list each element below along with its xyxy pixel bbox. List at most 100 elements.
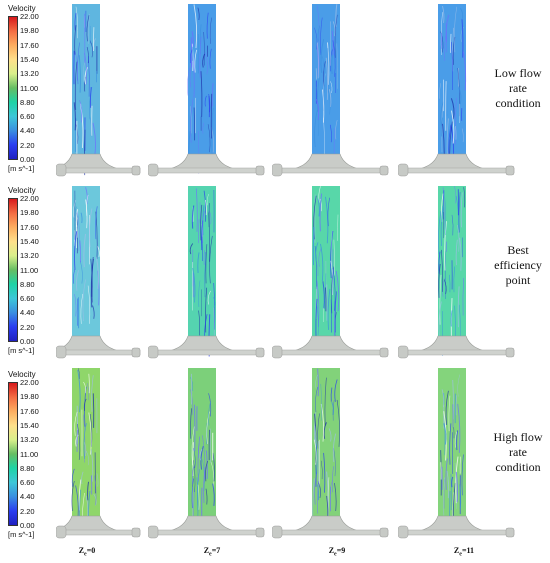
horizontal-pipe <box>57 349 141 356</box>
streamline <box>197 252 200 273</box>
flow-visualization <box>272 4 389 177</box>
colorbar-tick-label: 4.40 <box>20 308 35 318</box>
horizontal-pipe <box>149 349 265 356</box>
streamline <box>205 244 208 284</box>
streamline <box>88 373 90 394</box>
streamline <box>455 126 457 140</box>
streamline <box>320 383 322 421</box>
streamline <box>454 6 457 53</box>
streamline <box>83 423 87 459</box>
streamline <box>78 368 80 379</box>
condition-label-bep: Best efficiency point <box>486 243 550 288</box>
condition-line: efficiency <box>494 258 542 272</box>
streamline <box>455 97 457 145</box>
streamline <box>79 100 83 123</box>
flow-visualization <box>272 186 389 359</box>
streamline <box>327 42 330 85</box>
streamline <box>322 281 325 309</box>
colorbar-gradient <box>8 16 18 160</box>
streamline <box>199 448 203 461</box>
colorbar-tick-label: 13.20 <box>20 251 39 261</box>
streamline <box>332 267 336 311</box>
flow-panel-bep-col1 <box>148 186 266 364</box>
streamline <box>193 448 196 469</box>
streamline <box>207 124 211 153</box>
streamline <box>331 230 333 267</box>
condition-line: condition <box>495 96 541 110</box>
flow-visualization <box>398 186 515 359</box>
streamline <box>456 430 459 451</box>
streamline <box>189 49 193 64</box>
streamline <box>451 214 454 236</box>
condition-line: rate <box>509 81 527 95</box>
streamline <box>95 256 99 289</box>
colorbar-tick-label: 22.00 <box>20 194 39 203</box>
streamline <box>81 471 84 485</box>
streamline <box>455 456 459 504</box>
pipe-end-right <box>131 527 141 538</box>
colorbar-title: Velocity <box>8 186 36 195</box>
colorbar-gradient <box>8 198 18 342</box>
streamline <box>205 450 208 480</box>
colorbar-tick-label: 2.20 <box>20 140 35 150</box>
streamline <box>191 205 195 229</box>
streamline <box>443 477 446 516</box>
streamline <box>200 71 203 117</box>
streamline <box>334 379 338 402</box>
flow-panel-bep-col3 <box>398 186 516 364</box>
streamline <box>323 452 326 493</box>
flow-panel-high-col3 <box>398 368 516 544</box>
streamline <box>313 439 317 465</box>
streamline <box>189 243 194 255</box>
streamline <box>71 468 75 487</box>
streamline <box>197 484 200 510</box>
streamline <box>202 53 206 68</box>
streamline <box>457 374 461 397</box>
flow-visualization <box>148 368 265 539</box>
colorbar-tick-label: 22.00 <box>20 378 39 387</box>
colorbar-tick-label: 8.80 <box>20 463 35 473</box>
streamline <box>211 107 214 156</box>
pipe-end-left <box>56 525 67 539</box>
streamline <box>335 270 340 312</box>
streamline <box>83 233 86 268</box>
streamline <box>334 483 337 512</box>
streamline <box>320 460 323 480</box>
streamline <box>191 426 195 466</box>
streamline <box>197 7 200 21</box>
flow-visualization <box>56 4 141 177</box>
colorbar-tick-label: 6.60 <box>20 112 35 122</box>
colorbar-title: Velocity <box>8 4 36 13</box>
streamline <box>190 377 194 392</box>
streamline <box>76 298 78 326</box>
streamline <box>316 42 319 79</box>
flow-visualization <box>56 368 141 542</box>
streamline <box>333 447 336 477</box>
colorbar-tick-label: 17.60 <box>20 222 39 232</box>
streamline <box>330 387 333 402</box>
pump-housing <box>165 153 239 171</box>
streamline <box>328 88 332 107</box>
streamline <box>327 197 330 227</box>
streamline <box>75 209 79 227</box>
streamline <box>454 462 458 509</box>
streamline <box>93 475 97 506</box>
colorbar-tick-label: 11.00 <box>20 449 39 459</box>
streamline <box>439 274 442 325</box>
streamline <box>208 402 211 426</box>
streamline <box>202 122 204 134</box>
streamline <box>312 226 315 266</box>
streamline <box>460 7 464 20</box>
pipe-end-right <box>505 165 515 176</box>
colorbar-bep: Velocity 22.00 19.80 17.60 15.40 13.20 11.00 8.… <box>4 186 48 358</box>
pipe-end-left <box>398 525 409 539</box>
colorbar-tick-label: 4.40 <box>20 126 35 136</box>
colorbar-tick-label: 11.00 <box>20 265 39 275</box>
streamline <box>458 86 462 105</box>
streamline <box>89 40 93 58</box>
streamline <box>79 260 83 284</box>
streamline <box>77 370 81 413</box>
streamline <box>209 48 212 69</box>
streamline <box>73 269 76 284</box>
pipe-end-right <box>131 165 141 176</box>
